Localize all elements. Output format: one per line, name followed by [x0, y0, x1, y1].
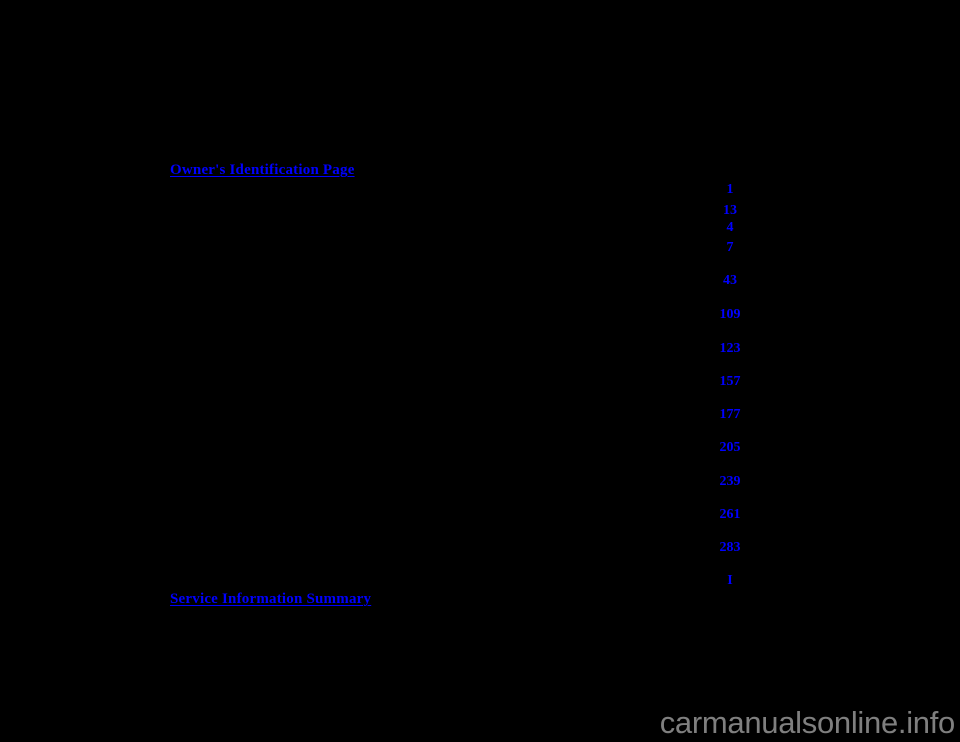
heading-owners-identification-page[interactable]: Owner's Identification Page [170, 162, 355, 178]
page-number[interactable]: 109 [719, 307, 741, 322]
page-number[interactable]: I [727, 573, 733, 588]
page-number[interactable]: 7 [726, 240, 734, 255]
chapter-title[interactable]: Maintenance Schedule [170, 475, 305, 490]
page-number[interactable]: 4 [726, 220, 734, 235]
page-number[interactable]: 43 [723, 273, 737, 288]
page-number[interactable]: 283 [719, 540, 741, 555]
chapter-title[interactable]: Service and Appearance Care [170, 441, 348, 456]
chapter-title[interactable]: Your Driving and the Road [170, 375, 333, 390]
chapter-title[interactable]: Index [170, 574, 205, 589]
chapter-title[interactable]: Comfort Controls and Audio Systems [170, 342, 394, 357]
heading-service-information-summary[interactable]: Service Information Summary [170, 591, 372, 607]
chapter-title[interactable]: Instruments and Controls [170, 241, 325, 256]
page-number[interactable]: 205 [719, 440, 741, 455]
watermark: carmanualsonline.info [659, 705, 956, 740]
page-number[interactable]: 157 [719, 374, 741, 389]
page-number[interactable]: 177 [719, 407, 741, 422]
chapter-title[interactable]: Seats and Restraint Systems [170, 274, 339, 289]
page-number[interactable]: 261 [719, 507, 741, 522]
page-number[interactable]: 239 [719, 474, 741, 489]
chapter-title[interactable]: Owner's Identification Page [170, 183, 338, 198]
page-number[interactable]: 1 [726, 182, 734, 197]
chapter-title[interactable]: Customer Assistance Information [170, 508, 371, 523]
chapter-title[interactable]: Problems on the Road [170, 408, 303, 423]
chapter-title[interactable]: Introduction [170, 221, 246, 236]
page-number[interactable]: 123 [719, 341, 741, 356]
chapter-title[interactable]: Service Information Summary [170, 204, 353, 219]
page-number[interactable]: 13 [723, 203, 737, 218]
chapter-title[interactable]: Features and Controls [170, 308, 304, 323]
chapter-title[interactable]: Reporting Safety Defects [170, 541, 319, 556]
